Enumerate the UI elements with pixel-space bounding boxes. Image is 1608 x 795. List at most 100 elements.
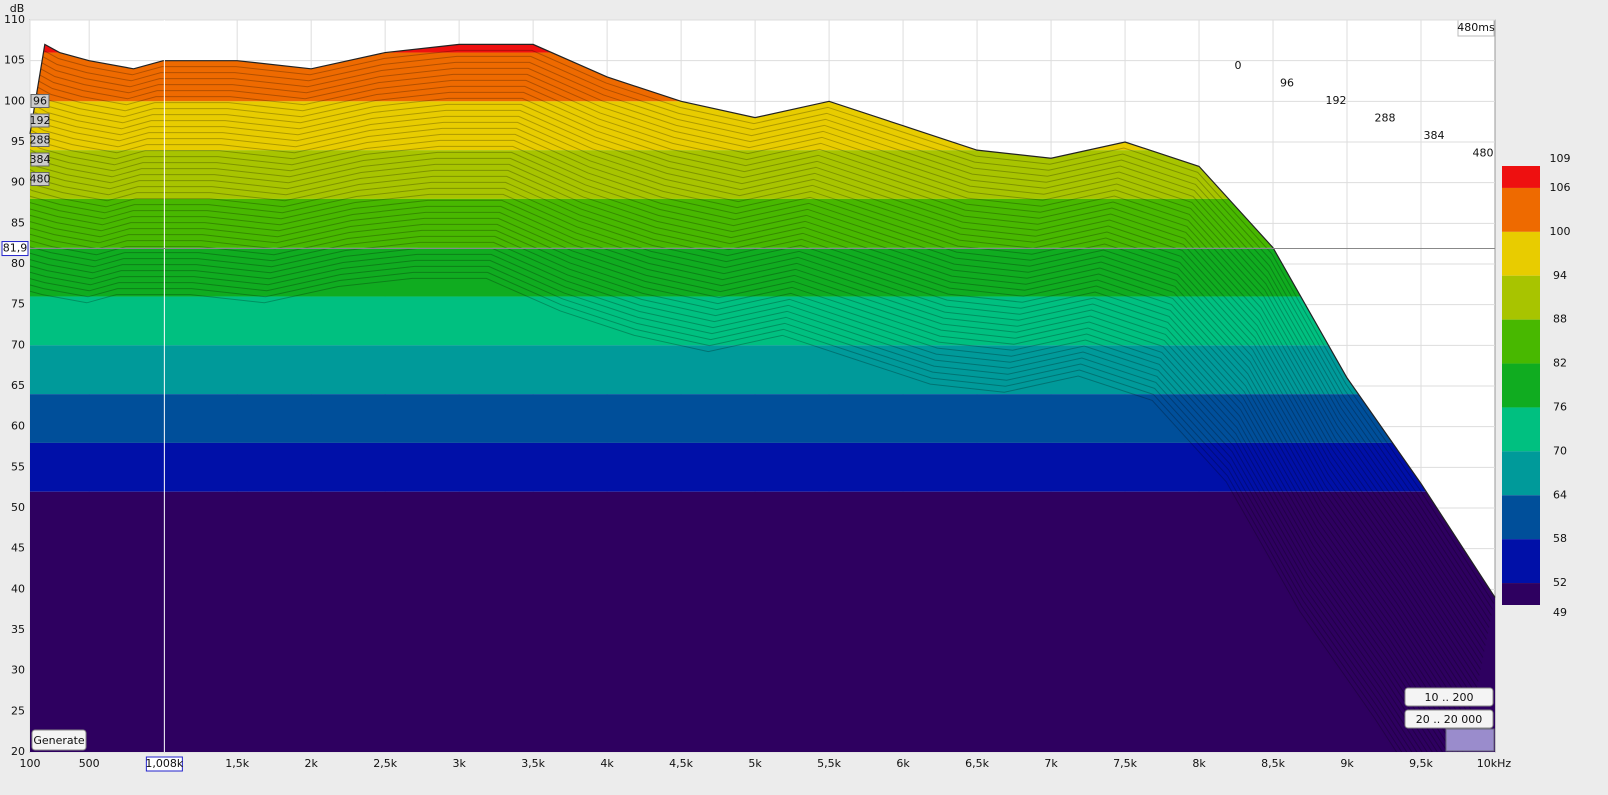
slice-texture (30, 199, 1465, 752)
time-tag (30, 113, 50, 128)
slice-texture (30, 103, 1484, 658)
colorbar-tick-label: 100 (1550, 225, 1571, 238)
y-tick-label: 105 (4, 54, 25, 67)
y-tick-label: 45 (11, 542, 25, 555)
x-tick-label: 9k (1340, 757, 1354, 770)
slice-texture (30, 109, 1483, 664)
x-tick-label: 4k (600, 757, 614, 770)
y-tick-label: 20 (11, 745, 25, 758)
range-button[interactable]: 20 .. 20 000 (1404, 709, 1494, 729)
y-tick-label: 35 (11, 623, 25, 636)
slice-texture (30, 151, 1474, 706)
slice-texture (30, 211, 1462, 752)
button-label[interactable]: 20 .. 20 000 (1416, 713, 1482, 726)
slice-texture (30, 133, 1478, 688)
slice-texture (30, 175, 1470, 730)
x-tick-label: 8,5k (1261, 757, 1285, 770)
time-tick-label: 288 (1375, 112, 1396, 125)
cursor-y-label: 81,9 (3, 242, 28, 255)
slice-texture (30, 157, 1473, 712)
slice-texture (30, 169, 1471, 724)
slice-texture (30, 205, 1464, 752)
x-tick-label: 4,5k (669, 757, 693, 770)
slice-texture (30, 253, 1454, 752)
slice-texture (30, 121, 1480, 676)
x-tick-label: 500 (79, 757, 100, 770)
color-band (30, 247, 1495, 297)
slice-texture (30, 229, 1459, 752)
slice-texture (30, 271, 1450, 752)
slice-texture (30, 181, 1468, 736)
y-tick-label: 65 (11, 379, 25, 392)
time-tag (30, 133, 50, 147)
time-tick-label: 96 (1280, 77, 1294, 90)
slice-texture (30, 67, 1491, 622)
colorbar-tick-label: 58 (1553, 532, 1567, 545)
time-tick-label: 480 (1473, 147, 1494, 160)
color-band (30, 394, 1495, 443)
time-tick-label: 0 (1235, 59, 1242, 72)
colorbar-band (1502, 187, 1540, 232)
x-tick-label: 6k (896, 757, 910, 770)
colorbar-tick-label: 64 (1553, 488, 1567, 501)
time-tag (30, 152, 50, 167)
y-tick-label: 95 (11, 135, 25, 148)
colorbar-band (1502, 451, 1540, 496)
colorbar-tick-label: 70 (1553, 444, 1567, 457)
colorbar-tick-label: 94 (1553, 269, 1567, 282)
colorbar-tick-label: 82 (1553, 357, 1567, 370)
time-tick-label: 384 (1424, 129, 1445, 142)
colorbar-band (1502, 539, 1540, 584)
generate-button[interactable]: Generate (31, 729, 87, 751)
time-tick-label: 192 (30, 114, 51, 127)
time-tag (30, 94, 50, 108)
color-band (30, 491, 1495, 752)
button-label[interactable]: 10 .. 200 (1425, 691, 1474, 704)
slice-texture (30, 49, 1495, 604)
x-tick-label: 5,5k (817, 757, 841, 770)
y-tick-label: 90 (11, 176, 25, 189)
zoom-control[interactable] (1445, 728, 1495, 752)
color-band (30, 296, 1495, 346)
x-tick-label: 9,5k (1409, 757, 1433, 770)
cursor-box (145, 756, 183, 772)
colorbar-band (1502, 319, 1540, 364)
x-tick-label: 5k (748, 757, 762, 770)
colorbar-band (1502, 363, 1540, 408)
slice-texture (30, 61, 1492, 616)
x-tick-label: 7,5k (1113, 757, 1137, 770)
y-tick-label: 60 (11, 420, 25, 433)
slice-texture (30, 91, 1486, 646)
slice-texture (30, 97, 1485, 652)
y-tick-label: 25 (11, 704, 25, 717)
slice-texture (30, 259, 1453, 752)
slice-texture (30, 145, 1476, 700)
colorbar-band (1502, 495, 1540, 540)
x-tick-label: 3k (452, 757, 466, 770)
time-tick-label: 96 (33, 95, 47, 108)
x-unit-label: 10kHz (1477, 757, 1512, 770)
colorbar-band (1502, 231, 1540, 276)
y-tick-label: 40 (11, 582, 25, 595)
y-tick-label: 75 (11, 298, 25, 311)
button-label[interactable]: Generate (33, 734, 85, 747)
y-tick-label: 55 (11, 460, 25, 473)
slice-texture (30, 217, 1461, 752)
x-tick-label: 2,5k (373, 757, 397, 770)
y-tick-label: 100 (4, 94, 25, 107)
colorbar-band (1502, 583, 1540, 605)
y-tick-label: 80 (11, 257, 25, 270)
x-tick-label: 2k (304, 757, 318, 770)
colorbar-tick-label: 76 (1553, 400, 1567, 413)
y-tick-label: 110 (4, 13, 25, 26)
slice-texture (30, 223, 1460, 752)
color-band (30, 345, 1495, 395)
x-tick-label: 6,5k (965, 757, 989, 770)
range-button[interactable]: 10 .. 200 (1404, 687, 1494, 707)
colorbar-tick-label: 49 (1553, 606, 1567, 619)
slice-texture (30, 247, 1455, 752)
time-tag (30, 172, 50, 186)
slice-texture (30, 73, 1490, 628)
x-tick-label: 3,5k (521, 757, 545, 770)
